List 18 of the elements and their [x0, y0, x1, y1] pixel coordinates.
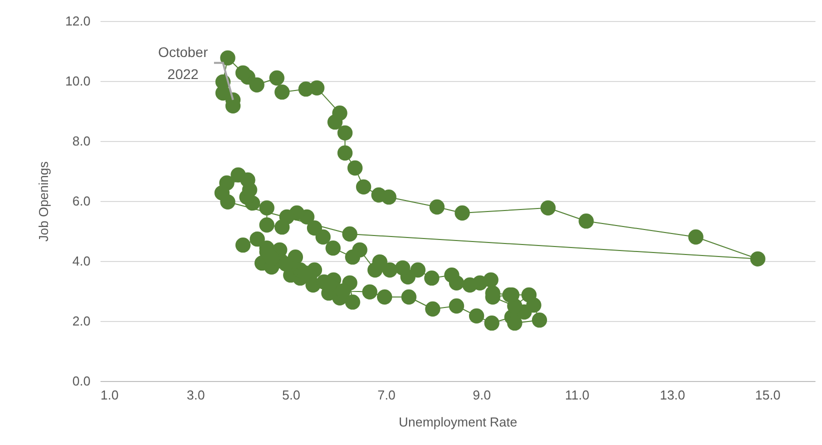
annotation: October 2022	[158, 44, 208, 82]
x-tick-label: 1.0	[100, 388, 119, 402]
x-tick-label: 9.0	[472, 388, 491, 402]
x-tick-label: 3.0	[186, 388, 205, 402]
x-tick-label: 5.0	[282, 388, 300, 402]
y-tick-label: 6.0	[72, 194, 90, 208]
x-tick-label: 7.0	[377, 388, 396, 402]
y-tick-label: 12.0	[65, 14, 90, 28]
x-tick-label: 15.0	[755, 388, 780, 402]
y-tick-label: 8.0	[72, 134, 90, 148]
y-tick-label: 10.0	[65, 74, 90, 88]
y-axis-title: Job Openings	[36, 160, 52, 242]
y-tick-label: 4.0	[72, 254, 90, 268]
y-tick-label: 2.0	[72, 314, 90, 328]
y-tick-label: 0.0	[72, 374, 90, 388]
x-axis-title: Unemployment Rate	[398, 414, 518, 430]
x-tick-label: 13.0	[660, 388, 686, 402]
x-tick-label: 11.0	[564, 388, 590, 402]
